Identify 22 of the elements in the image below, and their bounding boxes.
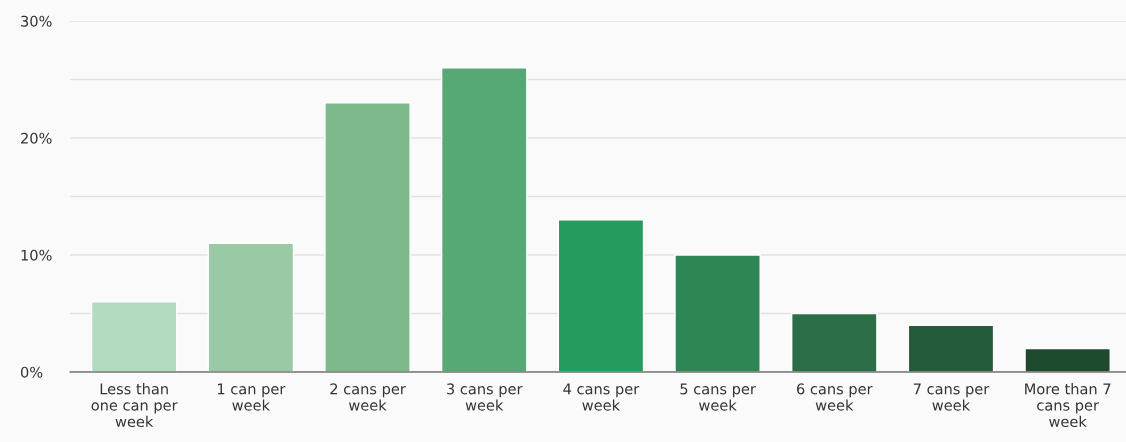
x-tick-label: 5 cans per week <box>680 383 756 411</box>
x-tick-label: 7 cans per week <box>913 383 990 411</box>
y-tick-label: 30% <box>21 15 52 27</box>
x-tick-label: 4 cans per week <box>563 383 640 411</box>
x-tick-label: 6 cans per week <box>797 383 873 411</box>
bar <box>1024 347 1111 372</box>
x-tick-label: More than 7 cans per week <box>1025 383 1111 428</box>
bar <box>207 242 295 372</box>
x-tick-label: Less than one can per week <box>91 383 178 428</box>
bar <box>557 219 645 372</box>
bar <box>674 254 761 372</box>
bar <box>791 312 878 372</box>
y-tick-label: 0% <box>20 366 43 378</box>
x-tick-label: 3 cans per week <box>447 383 523 411</box>
bar <box>440 67 528 372</box>
y-tick-label: 10% <box>21 249 52 261</box>
x-tick-label: 2 cans per week <box>330 383 406 411</box>
bar <box>907 324 995 372</box>
x-tick-label: 1 can per week <box>217 383 286 411</box>
bar <box>324 102 411 372</box>
y-tick-label: 20% <box>21 132 52 144</box>
bar <box>90 301 178 372</box>
